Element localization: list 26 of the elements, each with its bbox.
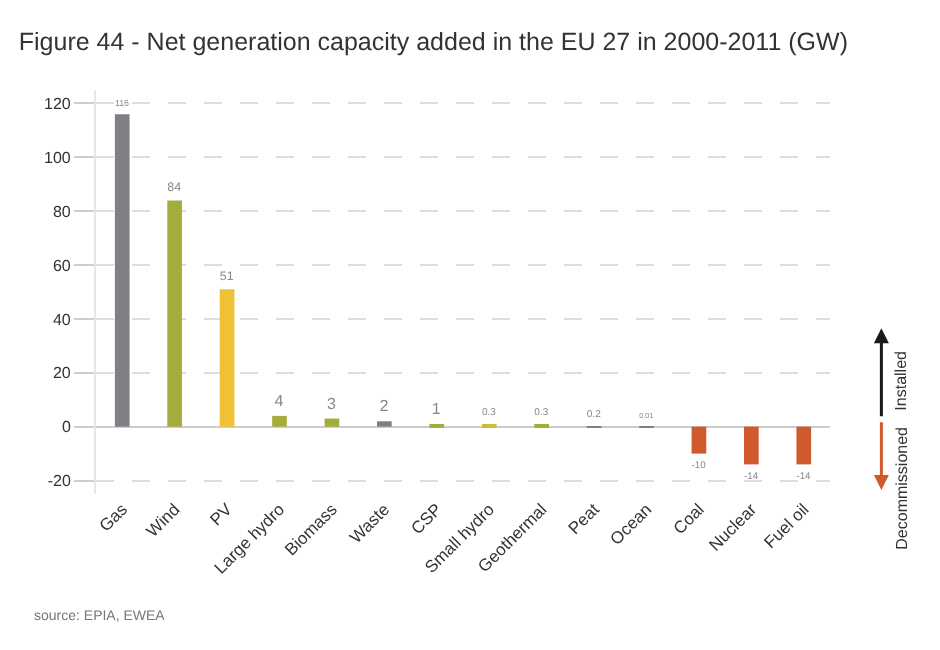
- x-tick-label: Gas: [94, 499, 132, 536]
- text: Decommissioned: [893, 426, 912, 550]
- chart-title: Figure 44 - Net generation capacity added in the EU 27 in 2000-2011 (GW): [18, 28, 848, 56]
- bar: [796, 426, 812, 465]
- y-tick-label: 80: [52, 202, 72, 221]
- bar: [691, 426, 707, 454]
- bar: [744, 426, 759, 465]
- x-tick-label: PV: [205, 498, 237, 530]
- data-label: 2: [379, 397, 390, 416]
- bar: [377, 421, 392, 427]
- data-label: 4: [274, 391, 285, 410]
- bar: [272, 415, 287, 427]
- bar: [114, 114, 130, 427]
- y-tick-label: 60: [52, 256, 72, 275]
- y-tick-label: 20: [52, 364, 72, 383]
- data-label: 3: [326, 394, 337, 413]
- bar: [324, 418, 340, 427]
- data-label: 1: [431, 399, 442, 418]
- text: Installed: [892, 351, 911, 411]
- y-tick-label: -20: [47, 472, 72, 491]
- y-tick-label: 100: [44, 148, 72, 167]
- y-tick-label: 120: [44, 95, 72, 114]
- bar: [167, 200, 182, 427]
- bar: [219, 289, 235, 427]
- y-tick-label: 40: [52, 310, 72, 329]
- y-tick-label: 0: [61, 418, 72, 437]
